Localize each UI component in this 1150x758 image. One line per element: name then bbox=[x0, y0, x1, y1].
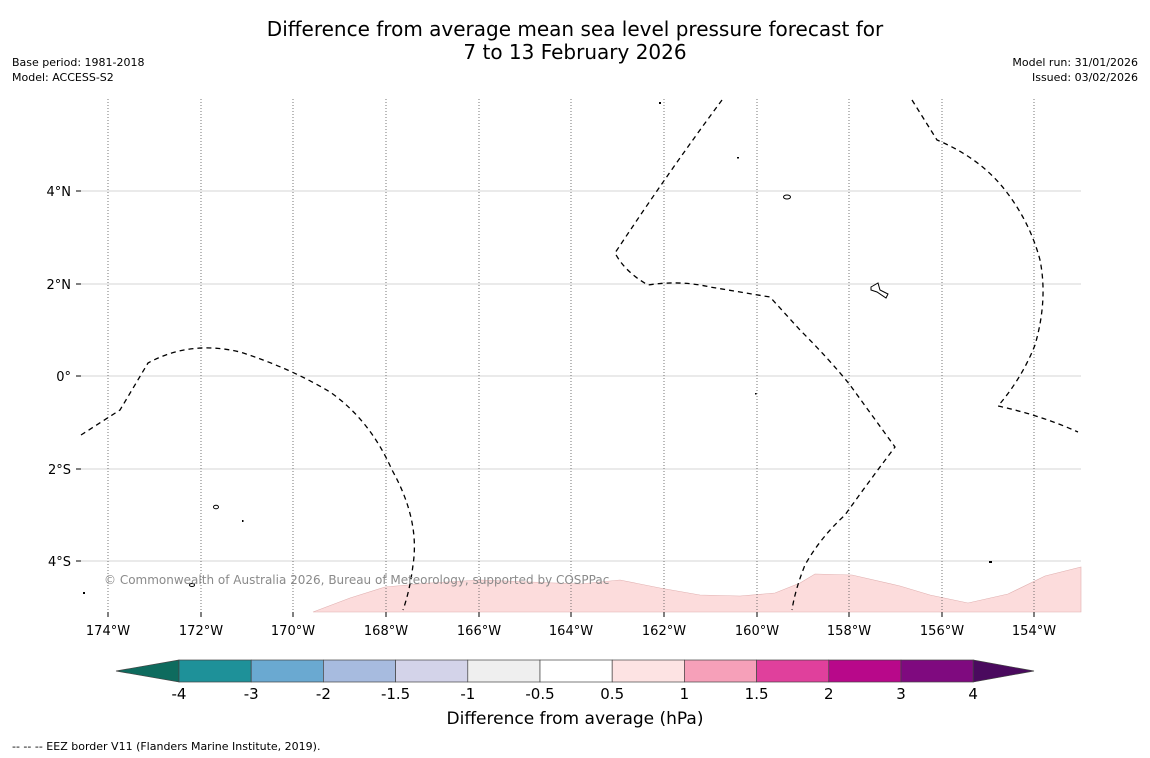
eez-footnote: -- -- -- EEZ border V11 (Flanders Marine… bbox=[12, 740, 321, 753]
base-period: Base period: 1981-2018 bbox=[12, 56, 145, 69]
lat-label: 4°S bbox=[48, 555, 71, 570]
map-figure: 4°N 2°N 0° 2°S 4°S 174°W 172°W 170°W 168… bbox=[47, 99, 1082, 703]
lon-label: 164°W bbox=[549, 624, 593, 639]
island bbox=[659, 102, 661, 104]
colorbar-tick-labels: -4 -3 -2 -1.5 -1 -0.5 0.5 1 1.5 2 3 4 bbox=[172, 685, 978, 703]
positive-anomaly-region bbox=[312, 566, 1082, 613]
colorbar-extend-min bbox=[115, 659, 180, 683]
colorbar-tick-label: -1.5 bbox=[381, 685, 410, 703]
island bbox=[242, 520, 244, 522]
eez-border-east bbox=[911, 99, 1079, 433]
colorbar-segment bbox=[395, 659, 469, 683]
lon-label: 154°W bbox=[1012, 624, 1056, 639]
latitude-gridlines bbox=[81, 190, 1081, 562]
latitude-ticks bbox=[76, 190, 81, 562]
lon-label: 158°W bbox=[827, 624, 871, 639]
colorbar-extend-max bbox=[972, 659, 1035, 683]
lon-label: 156°W bbox=[920, 624, 964, 639]
island bbox=[870, 282, 889, 299]
colorbar-tick-label: -3 bbox=[244, 685, 259, 703]
colorbar-tick-label: 3 bbox=[896, 685, 906, 703]
lat-label: 2°N bbox=[47, 278, 72, 293]
colorbar-segment bbox=[611, 659, 685, 683]
island bbox=[83, 592, 85, 594]
colorbar-segment bbox=[178, 659, 252, 683]
copyright-notice: © Commonwealth of Australia 2026, Bureau… bbox=[104, 573, 609, 587]
colorbar-tick-label: -2 bbox=[316, 685, 331, 703]
lon-label: 162°W bbox=[642, 624, 686, 639]
colorbar-tick-label: -1 bbox=[460, 685, 475, 703]
colorbar-label: Difference from average (hPa) bbox=[446, 709, 704, 729]
map-title: Difference from average mean sea level p… bbox=[0, 18, 1150, 64]
colorbar-segment bbox=[539, 659, 613, 683]
lon-label: 170°W bbox=[271, 624, 315, 639]
issued-date: Issued: 03/02/2026 bbox=[1031, 71, 1138, 84]
colorbar-segment bbox=[900, 659, 974, 683]
colorbar-tick-label: 4 bbox=[968, 685, 978, 703]
island bbox=[989, 561, 992, 563]
colorbar-segment bbox=[323, 659, 396, 683]
lon-label: 168°W bbox=[364, 624, 408, 639]
lon-label: 160°W bbox=[735, 624, 779, 639]
latitude-labels: 4°N 2°N 0° 2°S 4°S bbox=[47, 185, 72, 570]
eez-border-central bbox=[614, 99, 896, 611]
colorbar-segment bbox=[250, 659, 324, 683]
colorbar-segment bbox=[684, 659, 757, 683]
island-dots bbox=[83, 102, 992, 594]
longitude-gridlines bbox=[107, 99, 1035, 612]
lat-label: 4°N bbox=[47, 185, 72, 200]
island bbox=[737, 157, 739, 159]
colorbar-tick-label: 1 bbox=[680, 685, 690, 703]
colorbar-tick-label: 0.5 bbox=[600, 685, 624, 703]
lon-label: 172°W bbox=[179, 624, 223, 639]
title-line-1: Difference from average mean sea level p… bbox=[266, 17, 884, 41]
eez-borders bbox=[80, 99, 1079, 611]
lat-label: 0° bbox=[56, 370, 71, 385]
islands bbox=[189, 194, 889, 587]
meta-right: Model run: 31/01/2026 Issued: 03/02/2026 bbox=[1012, 55, 1138, 85]
lon-label: 166°W bbox=[457, 624, 501, 639]
lon-label: 174°W bbox=[86, 624, 130, 639]
colorbar-segment bbox=[828, 659, 902, 683]
colorbar-tick-label: 2 bbox=[824, 685, 834, 703]
colorbar-segment bbox=[467, 659, 541, 683]
title-line-2: 7 to 13 February 2026 bbox=[463, 40, 687, 64]
colorbar-tick-label: 1.5 bbox=[745, 685, 769, 703]
colorbar-tick-label: -4 bbox=[172, 685, 187, 703]
longitude-labels: 174°W 172°W 170°W 168°W 166°W 164°W 162°… bbox=[86, 624, 1056, 639]
meta-left: Base period: 1981-2018 Model: ACCESS-S2 bbox=[12, 55, 144, 85]
colorbar-tick-label: -0.5 bbox=[525, 685, 554, 703]
eez-border-west bbox=[80, 347, 416, 611]
lat-label: 2°S bbox=[48, 463, 71, 478]
island bbox=[755, 393, 757, 395]
colorbar bbox=[115, 659, 1035, 683]
island bbox=[783, 194, 791, 200]
model-name: Model: ACCESS-S2 bbox=[12, 71, 114, 84]
longitude-ticks bbox=[107, 612, 1035, 617]
island bbox=[213, 504, 219, 510]
island bbox=[189, 583, 195, 587]
model-run: Model run: 31/01/2026 bbox=[1012, 56, 1138, 69]
colorbar-segment bbox=[756, 659, 830, 683]
